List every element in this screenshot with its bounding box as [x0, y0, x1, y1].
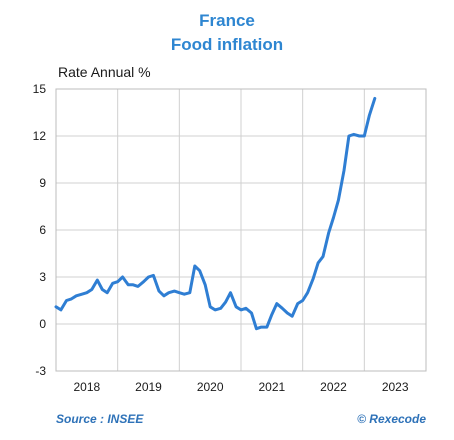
x-tick-label: 2018 [73, 380, 100, 394]
x-tick-label: 2021 [258, 380, 285, 394]
y-axis-ticks: -3 0 3 6 9 12 15 [33, 82, 47, 378]
series-group [54, 96, 377, 331]
source-note: Source : INSEE [56, 412, 144, 426]
x-tick-label: 2019 [135, 380, 162, 394]
y-tick-label: 9 [39, 176, 46, 190]
x-axis-ticks: 2018 2019 2020 2021 2022 2023 [73, 380, 408, 394]
chart-subtitle: Food inflation [170, 35, 284, 54]
plot-frame [55, 88, 427, 372]
series-line [54, 96, 377, 331]
y-tick-label: 12 [33, 129, 47, 143]
y-tick-label: 15 [33, 82, 47, 96]
y-tick-label: -3 [35, 364, 46, 378]
chart-title: France [199, 11, 255, 30]
y-tick-label: 6 [39, 223, 46, 237]
x-tick-label: 2022 [320, 380, 347, 394]
y-tick-label: 3 [39, 270, 46, 284]
x-tick-label: 2023 [382, 380, 409, 394]
y-tick-label: 0 [39, 317, 46, 331]
unit-label: Rate Annual % [58, 64, 151, 80]
grid-lines [56, 89, 426, 371]
credit-note: © Rexecode [357, 412, 426, 426]
x-tick-label: 2020 [197, 380, 224, 394]
